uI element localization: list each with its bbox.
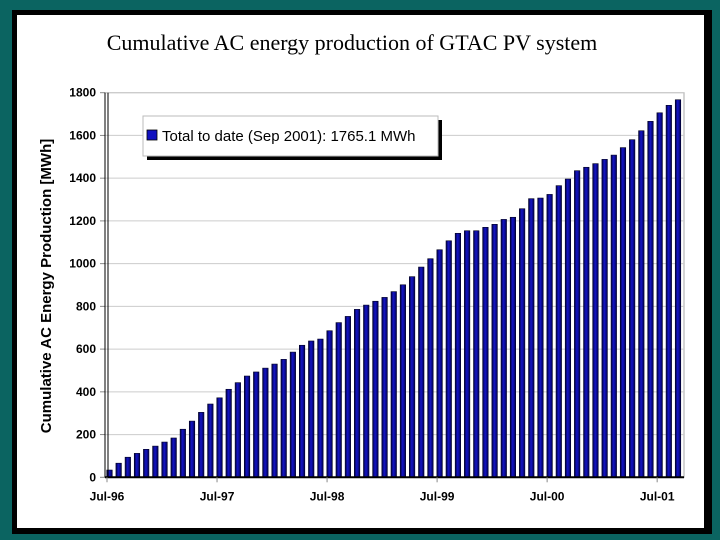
bar-May-01 (638, 130, 645, 478)
x-tick-label: Jul-99 (420, 489, 455, 503)
x-tick-label: Jul-01 (640, 489, 675, 503)
bar-Jul-00 (546, 194, 553, 478)
legend-label: Total to date (Sep 2001): 1765.1 MWh (162, 128, 415, 145)
legend-swatch (146, 129, 158, 141)
bar-Apr-00 (519, 208, 526, 478)
y-tick-label: 1400 (69, 171, 96, 185)
y-tick-label: 1200 (69, 214, 96, 228)
bar-Dec-97 (262, 367, 269, 478)
bar-Oct-98 (354, 309, 361, 478)
y-tick-label: 400 (76, 385, 96, 399)
bar-Sep-96 (124, 456, 131, 478)
bar-Jun-99 (427, 258, 434, 478)
bar-Jan-98 (271, 363, 278, 478)
bar-May-98 (308, 340, 315, 478)
bar-Jul-98 (326, 330, 333, 478)
bar-Aug-97 (225, 388, 232, 478)
bar-Jan-99 (381, 297, 388, 478)
bar-Jun-00 (537, 197, 544, 478)
bar-Apr-99 (409, 276, 416, 478)
x-tick-label: Jul-00 (530, 489, 565, 503)
bar-Jun-01 (647, 121, 654, 478)
bar-Mar-98 (289, 351, 296, 478)
bar-Sep-00 (564, 178, 572, 478)
bar-Apr-98 (299, 344, 306, 478)
y-tick-label: 800 (76, 299, 96, 313)
bar-Oct-99 (464, 230, 471, 478)
bar-May-97 (198, 412, 205, 478)
bar-Jul-99 (436, 249, 443, 478)
y-tick-label: 0 (89, 470, 96, 484)
bar-Mar-00 (509, 216, 517, 478)
bar-Jun-98 (317, 338, 324, 478)
bar-Nov-98 (363, 304, 370, 478)
bar-Sep-97 (234, 382, 241, 478)
y-tick-label: 200 (76, 428, 96, 442)
bar-Dec-96 (152, 445, 159, 478)
x-tick-label: Jul-96 (90, 489, 125, 503)
bar-Oct-97 (243, 375, 251, 478)
bar-Apr-97 (188, 420, 196, 478)
bar-Sep-01 (674, 99, 682, 478)
bar-Oct-00 (574, 170, 581, 478)
bar-Apr-01 (629, 139, 636, 478)
y-axis-label: Cumulative AC Energy Production [MWh] (38, 139, 55, 433)
bar-Feb-97 (170, 437, 177, 478)
bar-Feb-99 (390, 291, 397, 478)
bar-Feb-01 (610, 154, 617, 478)
bar-Nov-00 (583, 166, 590, 478)
bar-Sep-99 (454, 232, 461, 478)
y-tick-label: 1000 (69, 257, 96, 271)
bar-Dec-98 (372, 300, 379, 478)
bar-Aug-99 (445, 240, 452, 478)
bar-Nov-96 (143, 449, 150, 478)
bar-Jun-97 (207, 403, 214, 478)
y-tick-label: 1600 (69, 128, 96, 142)
bar-Oct-96 (133, 453, 141, 478)
bar-Aug-01 (665, 105, 672, 478)
bar-Aug-98 (335, 322, 342, 478)
x-tick-label: Jul-97 (200, 489, 235, 503)
bar-Sep-98 (344, 316, 351, 478)
bar-Jan-01 (601, 159, 608, 478)
bar-Dec-99 (482, 227, 489, 478)
bar-Jan-97 (161, 441, 168, 478)
bar-May-99 (418, 266, 425, 478)
bar-May-00 (528, 198, 535, 478)
bar-Nov-99 (473, 230, 480, 478)
bar-Nov-97 (253, 371, 260, 478)
bar-Mar-97 (179, 428, 186, 478)
x-tick-label: Jul-98 (310, 489, 345, 503)
y-tick-label: 600 (76, 342, 96, 356)
bar-Mar-99 (399, 284, 406, 478)
slide-title: Cumulative AC energy production of GTAC … (106, 30, 598, 55)
bar-Feb-98 (280, 359, 287, 478)
bar-Jul-97 (216, 397, 223, 478)
bar-Feb-00 (500, 219, 507, 478)
bar-Jan-00 (491, 224, 498, 478)
bar-Mar-01 (619, 147, 627, 478)
bar-Jul-01 (656, 112, 663, 478)
bar-Aug-96 (115, 462, 122, 478)
bar-Dec-00 (592, 163, 599, 478)
y-tick-label: 1800 (69, 86, 96, 100)
bar-Aug-00 (555, 185, 562, 478)
legend: Total to date (Sep 2001): 1765.1 MWh (142, 115, 442, 160)
